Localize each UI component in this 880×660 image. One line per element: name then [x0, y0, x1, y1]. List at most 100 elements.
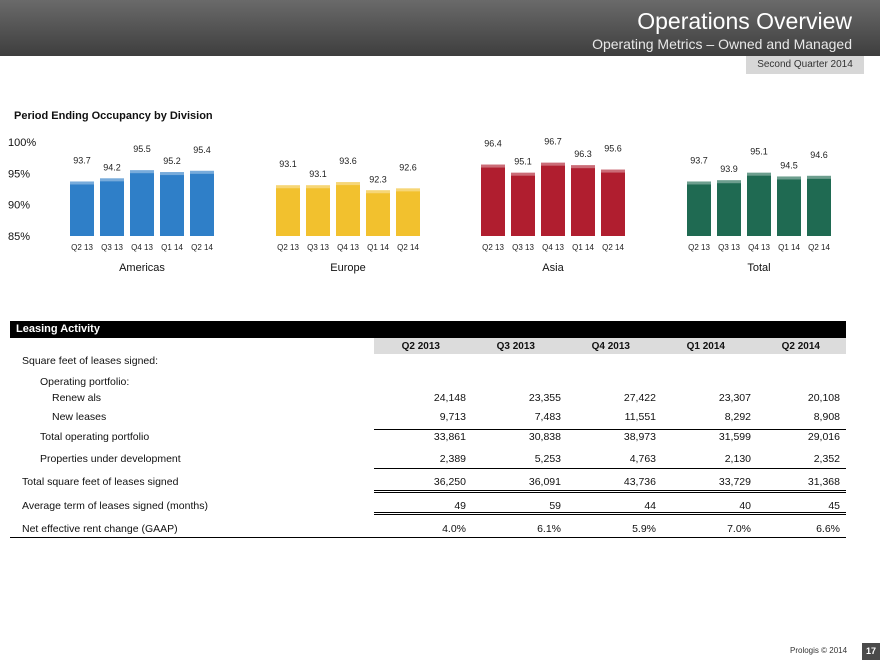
table-cell: 4.0%: [442, 523, 466, 535]
bar: [160, 172, 184, 236]
x-tick-label: Q4 13: [748, 243, 770, 252]
table-cell: 24,148: [433, 392, 466, 404]
bar: [687, 181, 711, 236]
bar: [511, 172, 535, 236]
x-tick-label: Q1 14: [161, 243, 183, 252]
x-tick-label: Q2 14: [602, 243, 624, 252]
bar-highlight: [511, 172, 535, 176]
x-tick-label: Q1 14: [572, 243, 594, 252]
bar-highlight: [100, 178, 124, 182]
bar: [601, 169, 625, 236]
table-cell: 5.9%: [632, 523, 656, 535]
x-tick-label: Q1 14: [778, 243, 800, 252]
x-tick-label: Q3 13: [512, 243, 534, 252]
group-label: Asia: [542, 262, 564, 274]
group-label: Europe: [330, 262, 365, 274]
data-label: 94.2: [103, 162, 121, 172]
bar: [336, 182, 360, 236]
table-cell: 30,838: [528, 431, 561, 443]
column-header: Q2 2013: [401, 341, 440, 352]
bar-highlight: [396, 188, 420, 192]
operating-portfolio-label: Operating portfolio:: [40, 376, 130, 388]
x-tick-label: Q2 13: [688, 243, 710, 252]
x-tick-label: Q2 13: [482, 243, 504, 252]
row-divider: [374, 490, 846, 493]
x-tick-label: Q2 13: [71, 243, 93, 252]
data-label: 93.9: [720, 164, 738, 174]
bar: [70, 181, 94, 236]
column-header: Q3 2013: [496, 341, 535, 352]
table-cell: 9,713: [439, 411, 466, 423]
table-cell: 2,389: [439, 453, 466, 465]
bar-highlight: [160, 172, 184, 176]
x-tick-label: Q2 14: [397, 243, 419, 252]
table-cell: 59: [549, 500, 561, 512]
data-label: 95.5: [133, 144, 151, 154]
column-header: Q1 2014: [686, 341, 725, 352]
table-cell: 36,091: [528, 476, 561, 488]
data-label: 95.2: [163, 156, 181, 166]
row-label-total-operating: Total operating portfolio: [40, 431, 150, 443]
bar-highlight: [481, 164, 505, 168]
table-cell: 23,355: [528, 392, 561, 404]
row-divider: [374, 512, 846, 515]
x-tick-label: Q1 14: [367, 243, 389, 252]
table-cell: 49: [454, 500, 466, 512]
table-cell: 38,973: [623, 431, 656, 443]
data-label: 96.3: [574, 149, 592, 159]
bar-highlight: [747, 172, 771, 176]
table-cell: 31,368: [807, 476, 840, 488]
bar-highlight: [687, 181, 711, 185]
bar: [747, 172, 771, 236]
table-cell: 4,763: [629, 453, 656, 465]
leasing-activity-header: Leasing Activity: [10, 321, 846, 338]
bar: [777, 176, 801, 236]
occupancy-chart: 100% 95% 90% 85% 93.7 Q2 13 94.2 Q3 13 95.5 Q4 13…: [8, 137, 831, 274]
table-cell: 7.0%: [727, 523, 751, 535]
bar: [366, 190, 390, 236]
bar: [100, 178, 124, 236]
data-label: 94.6: [810, 150, 828, 160]
x-tick-label: Q2 14: [191, 243, 213, 252]
table-cell: 23,307: [718, 392, 751, 404]
y-tick-label: 100%: [8, 137, 36, 149]
row-divider: [374, 468, 846, 469]
x-tick-label: Q2 14: [808, 243, 830, 252]
page-subtitle: Operating Metrics – Owned and Managed: [592, 36, 852, 52]
row-label-new-leases: New leases: [52, 411, 107, 423]
x-tick-label: Q3 13: [101, 243, 123, 252]
table-cell: 6.1%: [537, 523, 561, 535]
data-label: 94.5: [780, 160, 798, 170]
sqft-signed-label: Square feet of leases signed:: [22, 355, 159, 367]
bar-highlight: [777, 176, 801, 180]
x-tick-label: Q4 13: [542, 243, 564, 252]
x-tick-label: Q4 13: [131, 243, 153, 252]
y-tick-label: 85%: [8, 231, 30, 243]
table-cell: 8,292: [724, 411, 751, 423]
copyright-text: Prologis © 2014: [790, 646, 848, 655]
x-tick-label: Q2 13: [277, 243, 299, 252]
table-cell: 7,483: [534, 411, 561, 423]
data-label: 93.6: [339, 156, 357, 166]
bar-highlight: [306, 185, 330, 189]
row-label-renewals: Renew als: [52, 392, 102, 404]
x-tick-label: Q3 13: [718, 243, 740, 252]
bar: [190, 170, 214, 236]
bar: [481, 164, 505, 236]
column-header: Q2 2014: [781, 341, 820, 352]
data-label: 92.6: [399, 162, 417, 172]
quarter-badge: Second Quarter 2014: [746, 56, 864, 74]
data-label: 93.7: [73, 155, 91, 165]
bar-highlight: [130, 170, 154, 174]
bar: [130, 170, 154, 236]
table-bottom-rule: [10, 537, 846, 538]
slide-header: Operations Overview Operating Metrics – …: [0, 0, 880, 56]
y-tick-label: 90%: [8, 200, 30, 212]
bar-highlight: [717, 180, 741, 184]
x-tick-label: Q4 13: [337, 243, 359, 252]
occupancy-section-label: Period Ending Occupancy by Division: [14, 110, 213, 122]
bar: [276, 185, 300, 236]
data-label: 95.4: [193, 145, 211, 155]
bar-highlight: [571, 165, 595, 169]
row-divider: [374, 429, 846, 430]
